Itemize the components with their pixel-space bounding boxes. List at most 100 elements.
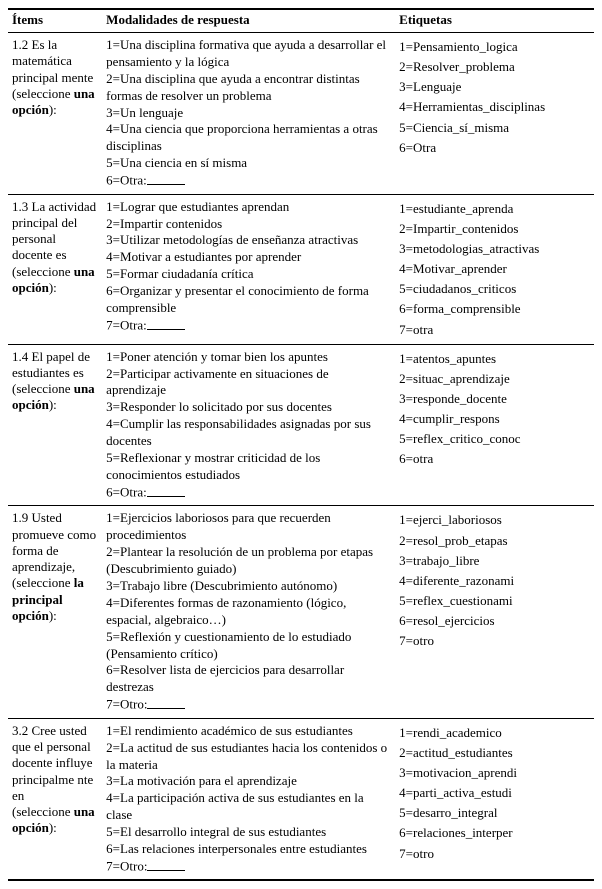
modalities-cell: 1=Ejercicios laboriosos para que recuerd…: [102, 506, 395, 718]
modalities-cell: 1=Una disciplina formativa que ayuda a d…: [102, 33, 395, 195]
label-line: 3=metodologias_atractivas: [399, 239, 588, 259]
label-line: 1=atentos_apuntes: [399, 349, 588, 369]
label-line: 6=forma_comprensible: [399, 299, 588, 319]
label-line: 3=trabajo_libre: [399, 551, 588, 571]
modality-other-text: 7=Otra:: [106, 318, 147, 333]
item-select: (seleccione una opción):: [12, 804, 96, 837]
table-row: 1.9 Usted promueve como forma de aprendi…: [8, 506, 594, 718]
modality-line: 3=La motivación para el aprendizaje: [106, 773, 389, 790]
labels-cell: 1=estudiante_aprenda2=Impartir_contenido…: [395, 194, 594, 344]
labels-cell: 1=ejerci_laboriosos2=resol_prob_etapas3=…: [395, 506, 594, 718]
modality-line: 1=El rendimiento académico de sus estudi…: [106, 723, 389, 740]
modality-other-text: 6=Otra:: [106, 173, 147, 188]
table-row: 1.3 La actividad principal del personal …: [8, 194, 594, 344]
modality-line: 4=Cumplir las responsabilidades asignada…: [106, 416, 389, 450]
labels-cell: 1=atentos_apuntes2=situac_aprendizaje3=r…: [395, 344, 594, 506]
label-line: 4=parti_activa_estudi: [399, 783, 588, 803]
label-line: 6=Otra: [399, 138, 588, 158]
label-line: 5=Ciencia_sí_misma: [399, 118, 588, 138]
modality-line: 2=Impartir contenidos: [106, 216, 389, 233]
item-cell: 1.9 Usted promueve como forma de aprendi…: [8, 506, 102, 718]
modality-other-text: 7=Otro:: [106, 697, 147, 712]
modality-other-line: 7=Otro:: [106, 858, 389, 876]
modality-line: 6=Resolver lista de ejercicios para desa…: [106, 662, 389, 696]
modality-line: 2=Una disciplina que ayuda a encontrar d…: [106, 71, 389, 105]
label-line: 6=otra: [399, 449, 588, 469]
modality-other-line: 7=Otra:: [106, 317, 389, 335]
item-select: (seleccione una opción):: [12, 264, 96, 297]
label-line: 5=reflex_cuestionami: [399, 591, 588, 611]
label-line: 2=resol_prob_etapas: [399, 531, 588, 551]
modality-other-line: 6=Otra:: [106, 172, 389, 190]
modality-line: 5=El desarrollo integral de sus estudian…: [106, 824, 389, 841]
item-cell: 1.2 Es la matemática principal mente (se…: [8, 33, 102, 195]
modality-line: 2=Participar activamente en situaciones …: [106, 366, 389, 400]
modality-line: 4=Una ciencia que proporciona herramient…: [106, 121, 389, 155]
modalities-cell: 1=Lograr que estudiantes aprendan2=Impar…: [102, 194, 395, 344]
blank-underline: [147, 858, 185, 871]
modality-line: 6=Las relaciones interpersonales entre e…: [106, 841, 389, 858]
item-select-bold: una opción: [12, 804, 95, 835]
modality-line: 1=Lograr que estudiantes aprendan: [106, 199, 389, 216]
item-select: (seleccione la principal opción):: [12, 575, 96, 624]
modality-line: 2=Plantear la resolución de un problema …: [106, 544, 389, 578]
table-row: 1.4 El papel de estudiantes es (seleccio…: [8, 344, 594, 506]
label-line: 5=desarro_integral: [399, 803, 588, 823]
item-pre: 1.9 Usted promueve como forma de aprendi…: [12, 510, 96, 574]
header-labels: Etiquetas: [395, 9, 594, 33]
label-line: 6=relaciones_interper: [399, 823, 588, 843]
items-table: Ítems Modalidades de respuesta Etiquetas…: [8, 8, 594, 881]
item-pre: 3.2 Cree usted que el personal docente i…: [12, 723, 93, 803]
label-line: 5=reflex_critico_conoc: [399, 429, 588, 449]
label-line: 2=actitud_estudiantes: [399, 743, 588, 763]
modality-line: 5=Reflexionar y mostrar criticidad de lo…: [106, 450, 389, 484]
label-line: 4=cumplir_respons: [399, 409, 588, 429]
blank-underline: [147, 696, 185, 709]
blank-underline: [147, 317, 185, 330]
label-line: 5=ciudadanos_criticos: [399, 279, 588, 299]
label-line: 3=motivacion_aprendi: [399, 763, 588, 783]
label-line: 6=resol_ejercicios: [399, 611, 588, 631]
modality-line: 6=Organizar y presentar el conocimiento …: [106, 283, 389, 317]
modality-line: 3=Responder lo solicitado por sus docent…: [106, 399, 389, 416]
modalities-cell: 1=El rendimiento académico de sus estudi…: [102, 718, 395, 880]
label-line: 1=estudiante_aprenda: [399, 199, 588, 219]
item-pre: 1.3 La actividad principal del personal …: [12, 199, 96, 263]
blank-underline: [147, 484, 185, 497]
item-select-bold: una opción: [12, 381, 95, 412]
item-select-bold: una opción: [12, 264, 95, 295]
label-line: 7=otra: [399, 320, 588, 340]
item-pre: 1.2 Es la matemática principal mente: [12, 37, 93, 85]
label-line: 1=rendi_academico: [399, 723, 588, 743]
table-row: 3.2 Cree usted que el personal docente i…: [8, 718, 594, 880]
header-row: Ítems Modalidades de respuesta Etiquetas: [8, 9, 594, 33]
modality-other-line: 6=Otra:: [106, 484, 389, 502]
modality-other-text: 7=Otro:: [106, 859, 147, 874]
modality-line: 3=Un lenguaje: [106, 105, 389, 122]
label-line: 2=Resolver_problema: [399, 57, 588, 77]
modality-line: 3=Utilizar metodologías de enseñanza atr…: [106, 232, 389, 249]
label-line: 3=responde_docente: [399, 389, 588, 409]
item-pre: 1.4 El papel de estudiantes es: [12, 349, 90, 380]
modality-line: 2=La actitud de sus estudiantes hacia lo…: [106, 740, 389, 774]
item-cell: 1.4 El papel de estudiantes es (seleccio…: [8, 344, 102, 506]
modality-line: 1=Poner atención y tomar bien los apunte…: [106, 349, 389, 366]
modality-other-line: 7=Otro:: [106, 696, 389, 714]
modality-line: 4=Diferentes formas de razonamiento (lóg…: [106, 595, 389, 629]
item-select: (seleccione una opción):: [12, 86, 96, 119]
item-select-bold: una opción: [12, 86, 95, 117]
item-select: (seleccione una opción):: [12, 381, 96, 414]
modality-line: 5=Reflexión y cuestionamiento de lo estu…: [106, 629, 389, 663]
label-line: 2=Impartir_contenidos: [399, 219, 588, 239]
modality-line: 5=Una ciencia en sí misma: [106, 155, 389, 172]
labels-cell: 1=Pensamiento_logica2=Resolver_problema3…: [395, 33, 594, 195]
blank-underline: [147, 172, 185, 185]
label-line: 4=Herramientas_disciplinas: [399, 97, 588, 117]
header-items: Ítems: [8, 9, 102, 33]
label-line: 1=Pensamiento_logica: [399, 37, 588, 57]
item-select-bold: la principal opción: [12, 575, 84, 623]
table-row: 1.2 Es la matemática principal mente (se…: [8, 33, 594, 195]
modality-line: 1=Una disciplina formativa que ayuda a d…: [106, 37, 389, 71]
label-line: 4=Motivar_aprender: [399, 259, 588, 279]
modality-other-text: 6=Otra:: [106, 485, 147, 500]
